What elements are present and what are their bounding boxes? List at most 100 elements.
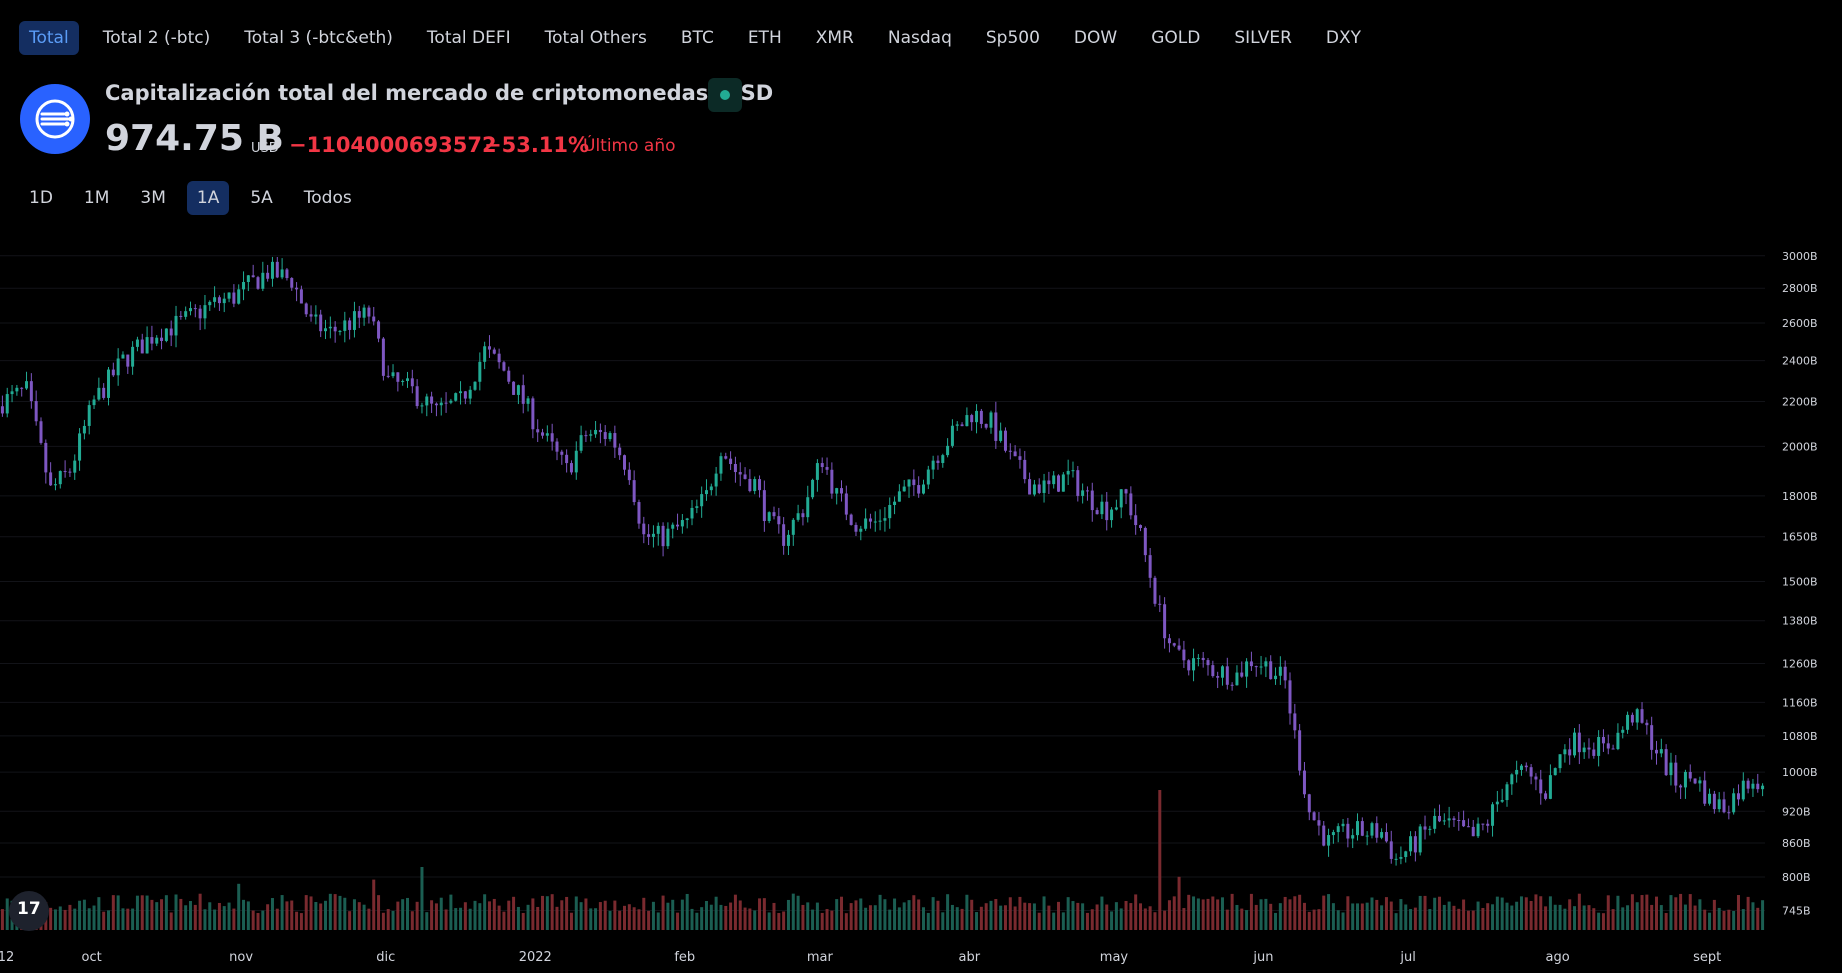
tab-eth[interactable]: ETH [747,28,782,48]
volume-bar [536,906,540,930]
tradingview-logo-icon[interactable]: 17 [9,891,49,931]
candlestick-chart[interactable]: 3000B 2800B 2600B 2400B 2200B 2000B 1800B 1650B… [0,230,1842,973]
tab-total[interactable]: Total [19,21,79,55]
volume-bar [1240,908,1244,930]
volume-bar [304,895,308,930]
tab-xmr[interactable]: XMR [815,28,854,48]
volume-bar [63,909,67,930]
volume-bar [319,903,323,930]
volume-bar [521,912,525,930]
volume-bar [946,894,950,930]
chart-title: Capitalización total del mercado de crip… [105,81,774,105]
candle [1732,788,1736,815]
volume-bar [343,897,347,930]
candle [1018,448,1022,469]
y-tick-label: 1260B [1782,657,1818,670]
volume-bar [333,894,337,930]
range-5a[interactable]: 5A [250,188,273,208]
volume-bar [174,894,178,930]
candle [695,499,699,514]
tab-nasdaq[interactable]: Nasdaq [887,28,952,48]
candle [1312,811,1316,821]
volume-bar [121,908,125,930]
volume-bar [73,908,77,930]
range-3m[interactable]: 3M [140,188,166,208]
volume-bar [1442,904,1446,930]
candle [1028,472,1032,495]
volume-bar [487,901,491,930]
candle [1375,816,1379,843]
volume-bar [1312,909,1316,930]
candle [579,425,583,454]
candle [1032,479,1036,497]
candle [1630,712,1634,726]
tab-total-2-btc[interactable]: Total 2 (-btc) [102,28,211,48]
volume-bar [1317,909,1321,930]
tab-total-others[interactable]: Total Others [544,28,647,48]
volume-bar [1413,907,1417,930]
candle [1071,461,1075,478]
candle [352,301,356,338]
range-1m[interactable]: 1M [83,188,110,208]
tab-dxy[interactable]: DXY [1325,28,1362,48]
candle [169,320,173,347]
candle [902,480,906,492]
tab-gold[interactable]: GOLD [1151,28,1201,48]
volume-bar [97,897,101,930]
volume-bar [1558,904,1562,930]
volume-bar [1524,897,1528,930]
candle [1515,760,1519,783]
volume-bar [352,899,356,930]
volume-bar [1462,899,1466,930]
candle [1172,642,1176,648]
candle [1129,486,1133,520]
x-tick-label: nov [229,950,253,965]
candle [931,455,935,480]
volume-bar [285,901,289,930]
tab-total-defi[interactable]: Total DEFI [426,28,511,48]
candle [1211,660,1215,678]
volume-bar [743,907,747,930]
volume-bar [1495,896,1499,930]
volume-bar [1336,910,1340,930]
candle [92,395,96,409]
volume-bar [1683,904,1687,930]
candle [1013,445,1017,457]
tab-silver[interactable]: SILVER [1234,28,1292,48]
volume-bar [729,902,733,930]
volume-bar [1519,896,1523,930]
candle [415,379,419,409]
candle [188,301,192,316]
candle [1616,723,1620,751]
volume-bar [569,912,573,930]
y-tick-label: 2400B [1782,355,1818,368]
tab-sp500[interactable]: Sp500 [985,28,1040,48]
tab-dow[interactable]: DOW [1073,28,1118,48]
candle [753,476,757,495]
volume-bar [811,909,815,930]
volume-bar [695,912,699,930]
volume-bar [1018,896,1022,930]
range-1a[interactable]: 1A [186,181,230,215]
candle [1177,638,1181,651]
candle [1577,724,1581,765]
volume-bar [868,905,872,930]
tab-btc[interactable]: BTC [680,28,714,48]
volume-bar [217,902,221,930]
x-tick-label: abr [959,950,981,965]
volume-bar [275,908,279,930]
range-todos[interactable]: Todos [303,188,352,208]
candle [743,467,747,480]
candle [840,480,844,502]
candle [676,513,680,531]
candle [478,352,482,391]
volume-bar [878,894,882,930]
volume-bar [1688,894,1692,930]
candle [1592,742,1596,759]
candle [1698,776,1702,792]
candle [1708,788,1712,806]
candle [777,507,781,534]
tab-total-3-btc-eth[interactable]: Total 3 (-btc&eth) [244,28,393,48]
range-1d[interactable]: 1D [29,188,53,208]
market-status-button[interactable] [708,78,742,112]
